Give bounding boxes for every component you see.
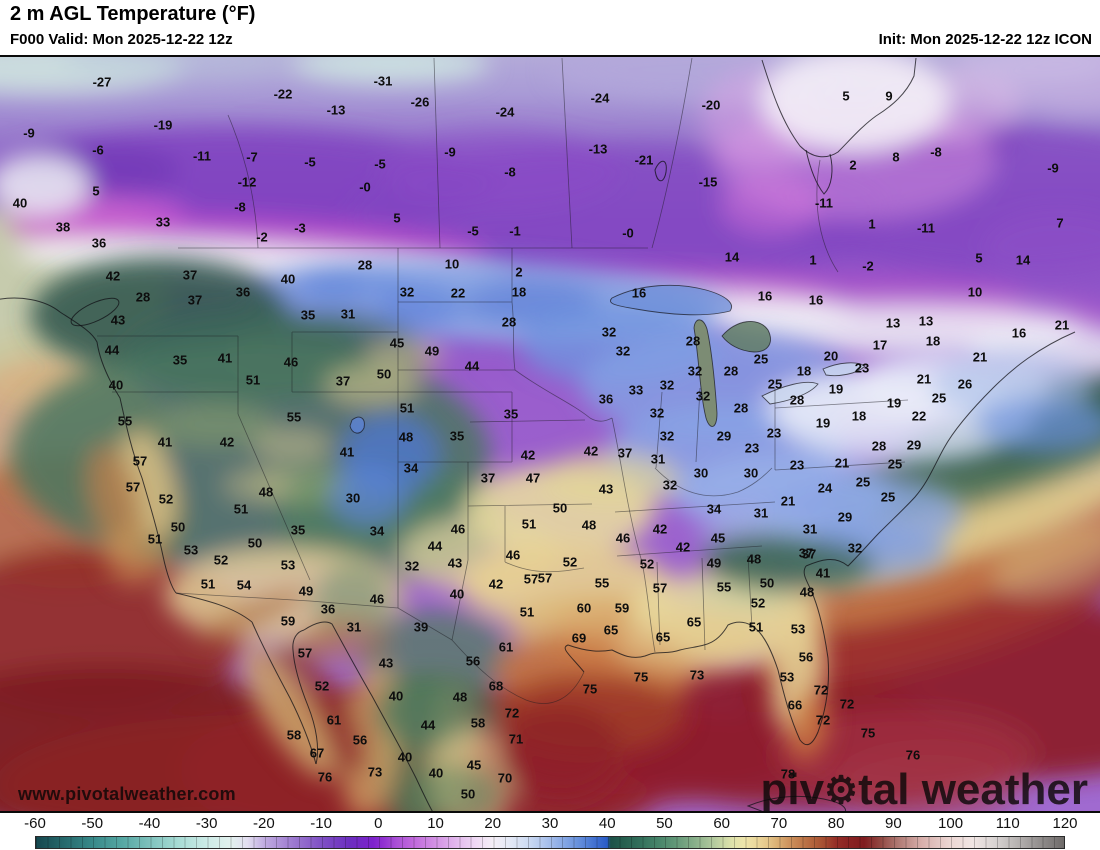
colorbar-tick: 60 xyxy=(713,815,730,832)
colorbar-tick: 90 xyxy=(884,815,902,832)
colorbar-tick: 10 xyxy=(427,815,444,832)
colorbar-tick: 30 xyxy=(541,815,559,832)
colorbar-tick: 80 xyxy=(827,815,845,832)
colorbar-tick: -20 xyxy=(253,815,275,832)
colorbar-tick: 110 xyxy=(995,815,1020,832)
colorbar-tick: -30 xyxy=(195,815,218,832)
colorbar-tick: -60 xyxy=(24,815,46,832)
colorbar-tick: 120 xyxy=(1052,815,1078,832)
header: 2 m AGL Temperature (°F) F000 Valid: Mon… xyxy=(0,0,1100,55)
colorbar-gradient xyxy=(35,836,1065,849)
valid-time-label: F000 Valid: Mon 2025-12-22 12z xyxy=(10,31,233,48)
colorbar-tick: 70 xyxy=(770,815,788,832)
colorbar-tick: 20 xyxy=(484,815,502,832)
map-area[interactable]: www.pivotalweather.com piv⚙tal weather xyxy=(0,55,1100,813)
map-canvas xyxy=(0,57,1100,811)
great-lakes xyxy=(349,284,866,434)
colorbar-tick: -10 xyxy=(310,815,332,832)
colorbar-tick: 40 xyxy=(598,815,616,832)
colorbar-tick: 100 xyxy=(938,815,964,832)
colorbar-tick: -40 xyxy=(138,815,161,832)
coastlines xyxy=(0,57,1076,811)
logo-text-tal-weather: tal weather xyxy=(858,765,1088,813)
colorbar-tick: 0 xyxy=(374,815,383,832)
colorbar-zone: -60 -50 -40 -30 -20 -10 0 10 20 30 40 50 60 70 80 90 100… xyxy=(0,813,1100,850)
gear-icon: ⚙ xyxy=(824,770,859,812)
watermark-url: www.pivotalweather.com xyxy=(18,784,236,804)
logo-text-piv: piv xyxy=(760,765,825,813)
init-time-label: Init: Mon 2025-12-22 12z ICON xyxy=(878,31,1092,48)
page-title: 2 m AGL Temperature (°F) xyxy=(10,3,256,25)
pivotal-weather-logo: piv⚙tal weather xyxy=(760,765,1088,813)
temperature-field xyxy=(0,57,1100,811)
colorbar-ticks: -60 -50 -40 -30 -20 -10 0 10 20 30 40 50 60 70 80 90 100… xyxy=(0,815,1100,835)
colorbar-tick: -50 xyxy=(81,815,104,832)
state-borders xyxy=(97,57,909,704)
colorbar-tick: 50 xyxy=(656,815,673,832)
